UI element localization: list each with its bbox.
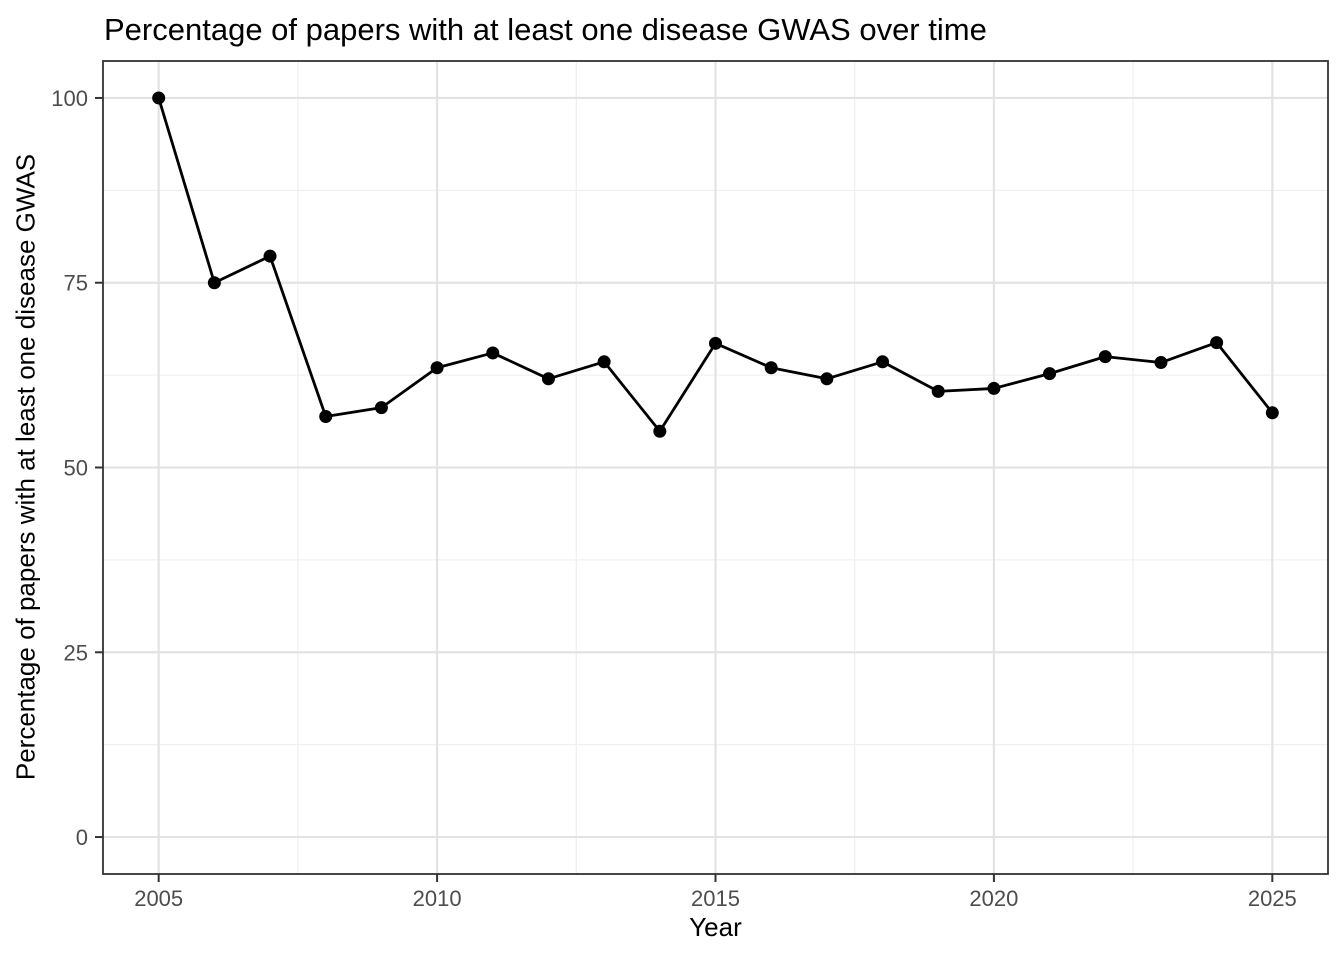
data-point: [876, 355, 890, 369]
x-tick-label: 2015: [691, 886, 740, 911]
x-tick-label: 2020: [969, 886, 1018, 911]
data-point: [374, 401, 388, 415]
data-point: [597, 355, 611, 369]
y-tick-label: 25: [64, 640, 88, 665]
data-point: [1154, 356, 1168, 370]
data-point: [1210, 336, 1224, 350]
data-point: [486, 346, 500, 360]
y-tick-label: 100: [51, 86, 88, 111]
x-tick-label: 2025: [1248, 886, 1297, 911]
data-point: [764, 361, 778, 375]
x-tick-label: 2005: [134, 886, 183, 911]
x-tick-label: 2010: [413, 886, 462, 911]
y-tick-label: 0: [76, 825, 88, 850]
data-point: [207, 276, 221, 290]
data-point: [541, 372, 555, 386]
data-point: [653, 424, 667, 438]
data-point: [709, 336, 722, 350]
data-point: [263, 249, 277, 263]
data-point: [820, 372, 834, 386]
data-point: [1043, 367, 1057, 381]
data-point: [931, 384, 945, 398]
data-point: [430, 361, 444, 375]
data-point: [152, 91, 166, 105]
y-tick-label: 50: [64, 456, 88, 481]
data-point: [987, 381, 1001, 395]
data-point: [1265, 406, 1279, 420]
x-axis-label: Year: [689, 912, 742, 942]
y-tick-label: 75: [64, 271, 88, 296]
chart-title: Percentage of papers with at least one d…: [104, 12, 987, 47]
data-point: [1098, 350, 1112, 364]
data-point: [319, 410, 333, 424]
